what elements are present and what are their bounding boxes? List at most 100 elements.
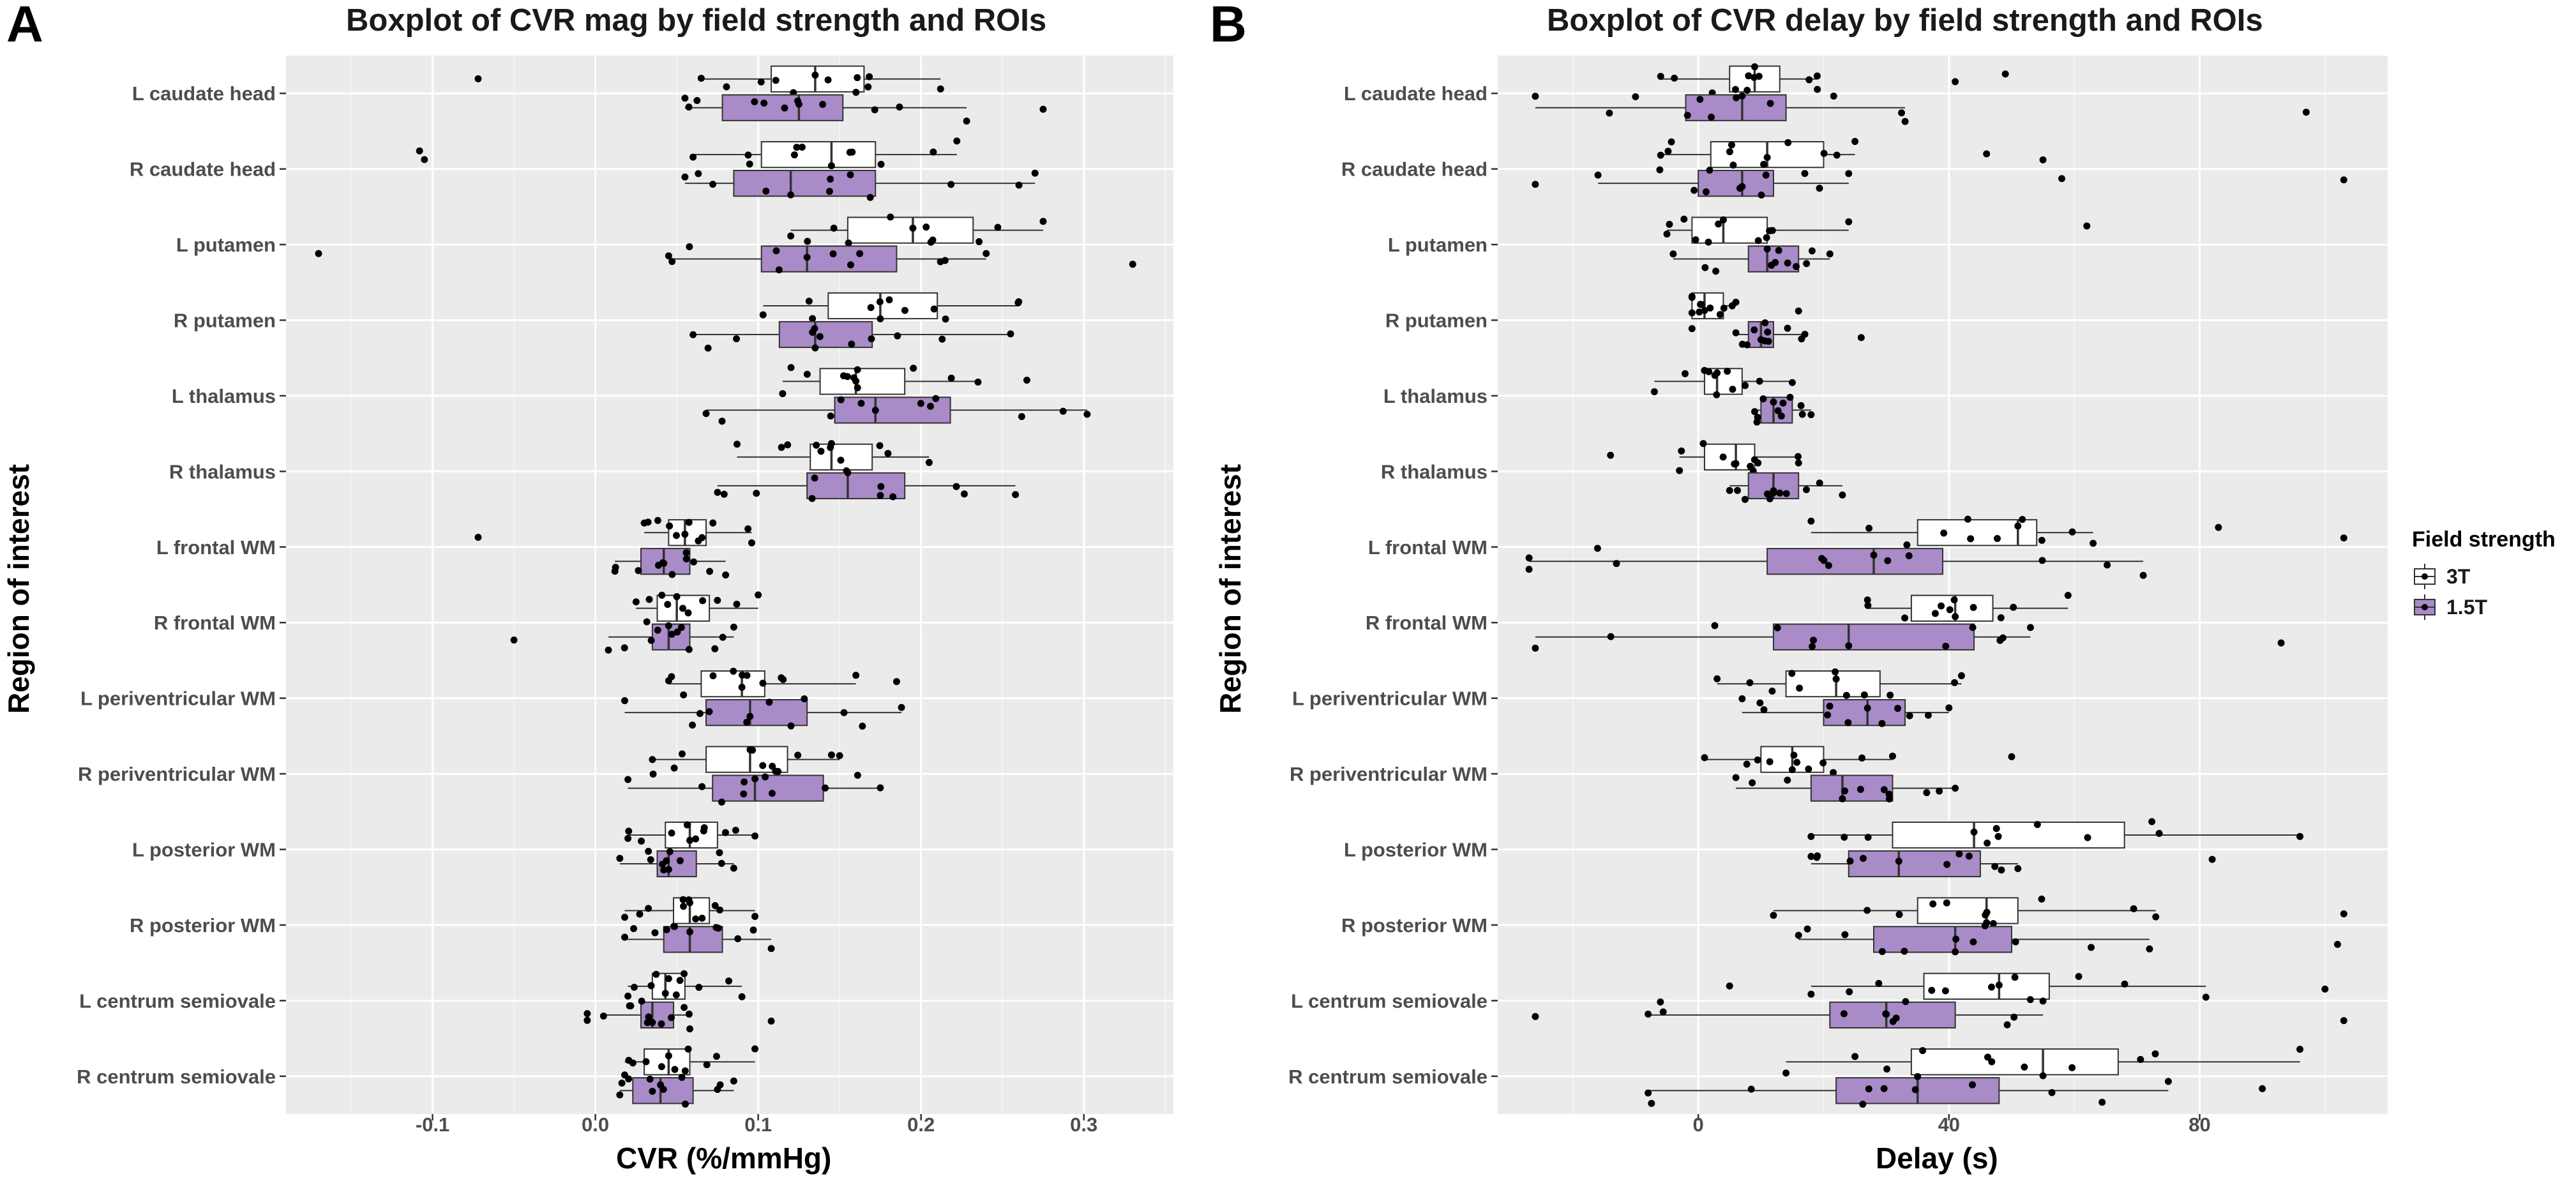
data-point (877, 315, 884, 322)
data-point (1875, 979, 1883, 987)
data-point (1732, 298, 1740, 306)
panel-a-y-tick-label: R putamen (174, 310, 276, 332)
outlier-point (1983, 150, 1991, 158)
data-point (2296, 833, 2304, 840)
data-point (1681, 370, 1689, 377)
data-point (2014, 522, 2022, 530)
data-point (1747, 462, 1754, 470)
outlier-point (1023, 376, 1030, 384)
data-point (751, 98, 758, 105)
data-point (730, 623, 737, 631)
data-point (937, 85, 944, 93)
data-point (2068, 1064, 2076, 1071)
data-point (1692, 236, 1699, 244)
data-point (625, 827, 633, 835)
data-point (1012, 491, 1020, 499)
panel-b-y-tick-label: L thalamus (1383, 385, 1488, 407)
data-point (685, 518, 693, 526)
data-point (690, 558, 698, 566)
data-point (923, 223, 930, 231)
data-point (1858, 754, 1866, 762)
panel-b-boxplot (1864, 592, 2072, 622)
data-point (1970, 938, 1977, 946)
data-point (1839, 795, 1846, 802)
data-point (1657, 73, 1664, 80)
data-point (748, 539, 755, 546)
data-point (2039, 1072, 2047, 1080)
data-point (625, 1075, 633, 1083)
data-point (751, 912, 759, 920)
data-point (689, 153, 697, 161)
data-point (1878, 947, 1886, 955)
panel-b-y-tick-label: R putamen (1385, 310, 1488, 332)
iqr-box (806, 472, 906, 499)
data-point (811, 72, 819, 79)
data-point (714, 488, 721, 496)
panel-b-y-axis-title: Region of interest (1214, 463, 1247, 714)
panel-b-boxplot (1688, 319, 1865, 349)
data-point (1724, 367, 1731, 375)
data-point (1757, 336, 1765, 343)
iqr-box (1910, 1048, 2119, 1076)
panel-b-y-tick-label: R frontal WM (1366, 612, 1488, 634)
data-point (1729, 162, 1737, 169)
outlier-point (315, 250, 322, 257)
data-point (649, 756, 656, 764)
data-point (672, 532, 680, 539)
panel-b-plot: 0 40 80 L caudate head R caudate head L putam… (1288, 56, 2388, 1136)
legend-item-1-5t: 1.5T (2412, 592, 2556, 622)
data-point (2146, 945, 2153, 953)
data-point (751, 775, 759, 783)
data-point (730, 1077, 737, 1085)
data-point (660, 559, 668, 567)
data-point (665, 975, 672, 983)
panel-a-boxplot (787, 213, 1047, 247)
data-point (649, 1087, 656, 1095)
data-point (767, 945, 775, 953)
data-point (953, 137, 961, 145)
data-point (1765, 338, 1772, 345)
data-point (1532, 93, 1539, 100)
data-point (720, 490, 728, 498)
data-point (712, 924, 720, 931)
iqr-box (760, 141, 877, 169)
iqr-box (733, 170, 877, 197)
data-point (1808, 247, 1816, 255)
data-point (1711, 622, 1719, 629)
data-point (1777, 412, 1785, 420)
data-point (1726, 486, 1733, 494)
data-point (927, 238, 935, 246)
data-point (829, 250, 837, 258)
iqr-box (1873, 926, 2012, 953)
data-point (2202, 993, 2210, 1001)
data-point (2090, 539, 2097, 547)
data-point (1656, 166, 1664, 174)
panel-a-x-tick-label: 0.0 (582, 1113, 609, 1136)
panel-a-y-tick-label: L posterior WM (132, 839, 276, 861)
data-point (1753, 418, 1761, 426)
data-point (632, 598, 640, 606)
legend-label-3t: 3T (2446, 564, 2471, 588)
data-point (645, 847, 652, 855)
data-point (696, 710, 704, 718)
panel-b-boxplot (1532, 997, 2347, 1029)
data-point (744, 151, 752, 159)
data-point (730, 667, 737, 675)
data-point (1807, 517, 1815, 525)
data-point (856, 250, 864, 257)
data-point (827, 440, 835, 448)
iqr-box (1772, 623, 1975, 651)
iqr-box (1923, 972, 2050, 1000)
data-point (1860, 691, 1868, 698)
outlier-point (1607, 451, 1615, 459)
data-point (711, 645, 719, 652)
data-point (605, 646, 612, 654)
data-point (682, 555, 690, 563)
data-point (1648, 1099, 1655, 1107)
data-point (784, 441, 792, 449)
data-point (1895, 910, 1903, 918)
panel-a-boxplot (779, 364, 1030, 398)
data-point (721, 829, 729, 836)
data-point (1870, 551, 1878, 559)
data-point (1841, 931, 1849, 938)
